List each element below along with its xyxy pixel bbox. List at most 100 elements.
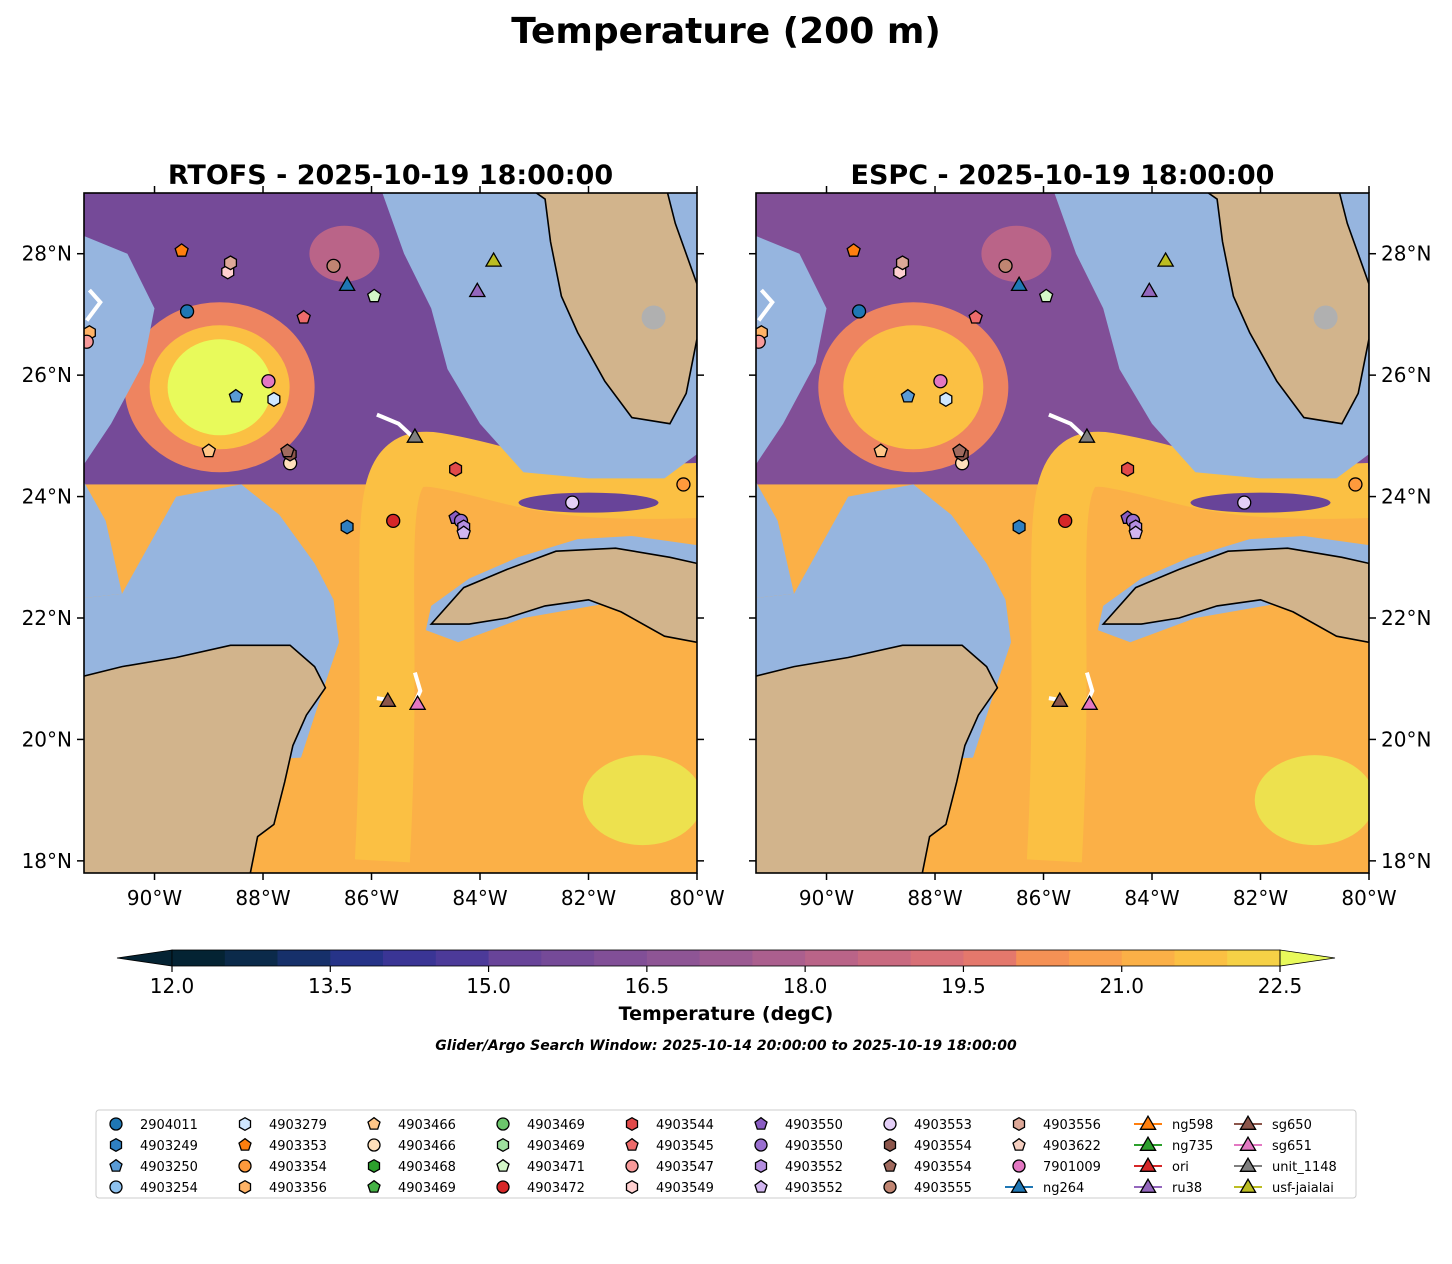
legend-label: 4903469 [398, 1181, 456, 1196]
legend-marker [754, 1158, 768, 1174]
northern-warm-patch [981, 225, 1052, 282]
legend-entry: 4903466 [367, 1116, 456, 1133]
florida-straits-cool [1190, 492, 1331, 513]
legend-label: 4903249 [140, 1139, 198, 1154]
legend-marker [883, 1137, 897, 1153]
legend-label: unit_1148 [1272, 1160, 1337, 1175]
legend-marker [1239, 1156, 1257, 1172]
legend-marker [754, 1116, 768, 1130]
panel-title: ESPC - 2025-10-19 18:00:00 [851, 160, 1275, 191]
legend-label: ori [1172, 1160, 1189, 1175]
legend-marker [1239, 1177, 1257, 1193]
legend-entry: sg651 [1234, 1135, 1312, 1154]
platform-7901009 [261, 374, 276, 389]
legend-label: 4903550 [785, 1139, 843, 1154]
loop-current [354, 431, 697, 863]
colorbar-label: Temperature (degC) [619, 1003, 834, 1025]
legend-label: 4903279 [269, 1118, 327, 1133]
florida-straits-cool [518, 492, 659, 513]
platform-4903279 [939, 391, 953, 408]
legend-entry: 4903254 [109, 1180, 198, 1196]
legend-marker [109, 1117, 123, 1131]
legend-label: 4903354 [269, 1160, 327, 1175]
legend-marker [238, 1179, 252, 1195]
glider-track [1048, 412, 1089, 441]
legend-entry: 4903466 [367, 1138, 456, 1154]
colorbar-segment [1174, 950, 1228, 966]
legend-marker [754, 1138, 768, 1152]
legend-marker [625, 1137, 639, 1151]
platform-4903250 [900, 388, 916, 403]
lon-tick-label: 88°W [907, 886, 962, 910]
platform-4903466 [873, 443, 889, 458]
platform-4903545 [968, 309, 983, 324]
legend-label: 4903469 [527, 1139, 585, 1154]
legend-label: 4903550 [785, 1118, 843, 1133]
platform-4903553 [565, 495, 580, 510]
legend-marker [883, 1117, 897, 1131]
legend-label: 4903469 [527, 1118, 585, 1133]
shelf-mask-west [756, 236, 827, 598]
colorbar-segment [1016, 950, 1070, 966]
map-area [756, 193, 1369, 873]
cuba-land [429, 547, 697, 644]
legend-label: 4903552 [785, 1181, 843, 1196]
platform-ru38 [1140, 281, 1159, 298]
platform-sg651 [1080, 694, 1099, 710]
legend-entry: 4903554 [883, 1158, 972, 1175]
legend-label: 4903468 [398, 1160, 456, 1175]
figure-title: Temperature (200 m) [511, 11, 941, 52]
legend-marker [1010, 1177, 1028, 1193]
map-frame [83, 192, 698, 874]
legend-entry: 4903550 [754, 1138, 843, 1154]
legend-label: 7901009 [1043, 1160, 1101, 1175]
legend-label: 4903553 [914, 1118, 972, 1133]
legend-marker [1012, 1137, 1026, 1151]
legend-marker [1139, 1156, 1157, 1172]
legend-entry: usf-jaialai [1234, 1177, 1334, 1196]
legend-label: sg651 [1272, 1139, 1312, 1154]
lat-tick-label: 18°N [22, 849, 72, 873]
legend-entry: 4903471 [496, 1158, 585, 1175]
lon-tick-label: 88°W [235, 886, 290, 910]
map-panel-rtofs: RTOFS - 2025-10-19 18:00:00 90°W 88°W 86°W 8… [22, 160, 725, 910]
platform-4903354 [676, 477, 691, 492]
legend-marker [625, 1159, 639, 1173]
colorbar-segment [594, 950, 648, 966]
lat-tick-label: 22°N [22, 606, 72, 630]
platform-ru38 [468, 281, 487, 298]
legend-entry: 4903545 [625, 1137, 714, 1154]
legend-label: 4903554 [914, 1160, 972, 1175]
platform-4903249 [340, 519, 354, 535]
platform-4903553 [1237, 495, 1252, 510]
colorbar-tick-label: 19.5 [941, 974, 986, 998]
legend-marker [109, 1180, 123, 1194]
legend-marker [625, 1116, 639, 1132]
colorbar-segment [1227, 950, 1281, 966]
legend-marker [625, 1179, 639, 1195]
legend-label: 4903552 [785, 1160, 843, 1175]
platform-7901009 [933, 374, 948, 389]
legend-entry: 4903356 [238, 1179, 327, 1196]
lat-tick-label: 20°N [1381, 727, 1431, 751]
legend-label: 4903544 [656, 1118, 714, 1133]
colorbar-extend-min [116, 949, 173, 967]
colorbar-segment [857, 950, 912, 966]
colorbar: 12.0 13.5 15.0 16.5 18.0 19.5 21.0 22.5 [116, 949, 1336, 998]
colorbar-segment [224, 950, 279, 966]
legend-marker [1239, 1135, 1257, 1151]
platform-4903354 [1348, 477, 1363, 492]
lon-tick-label: 86°W [1016, 886, 1071, 910]
legend-entry: 7901009 [1012, 1159, 1101, 1175]
legend-marker [496, 1117, 510, 1131]
legend-entry: 4903469 [367, 1179, 456, 1196]
lon-tick-label: 86°W [344, 886, 399, 910]
lat-tick-label: 18°N [1381, 849, 1431, 873]
platform-sg650 [1051, 691, 1069, 707]
legend-entry: 4903554 [883, 1137, 972, 1154]
legend-label: 4903356 [269, 1181, 327, 1196]
legend-entry: ru38 [1134, 1177, 1202, 1196]
legend-entry: 4903279 [238, 1116, 327, 1133]
platform-4903250 [228, 388, 244, 403]
